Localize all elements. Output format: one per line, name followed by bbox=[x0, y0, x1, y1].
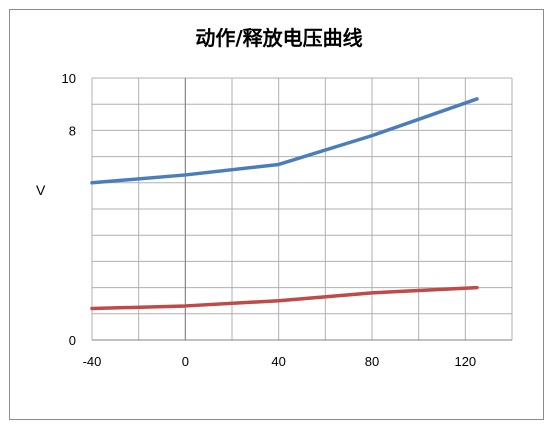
x-tick-label: 40 bbox=[271, 354, 285, 369]
x-tick-label: 80 bbox=[365, 354, 379, 369]
y-tick-label: 10 bbox=[62, 71, 76, 86]
series-line-1 bbox=[90, 97, 479, 185]
y-axis-label: V bbox=[36, 182, 46, 198]
y-tick-label: 0 bbox=[69, 333, 76, 348]
series-line-2 bbox=[90, 285, 479, 311]
y-tick-label: 8 bbox=[69, 123, 76, 138]
x-tick-label: 120 bbox=[454, 354, 476, 369]
chart-title: 动作/释放电压曲线 bbox=[195, 26, 363, 50]
x-tick-label: 0 bbox=[182, 354, 189, 369]
x-tick-label: -40 bbox=[83, 354, 102, 369]
